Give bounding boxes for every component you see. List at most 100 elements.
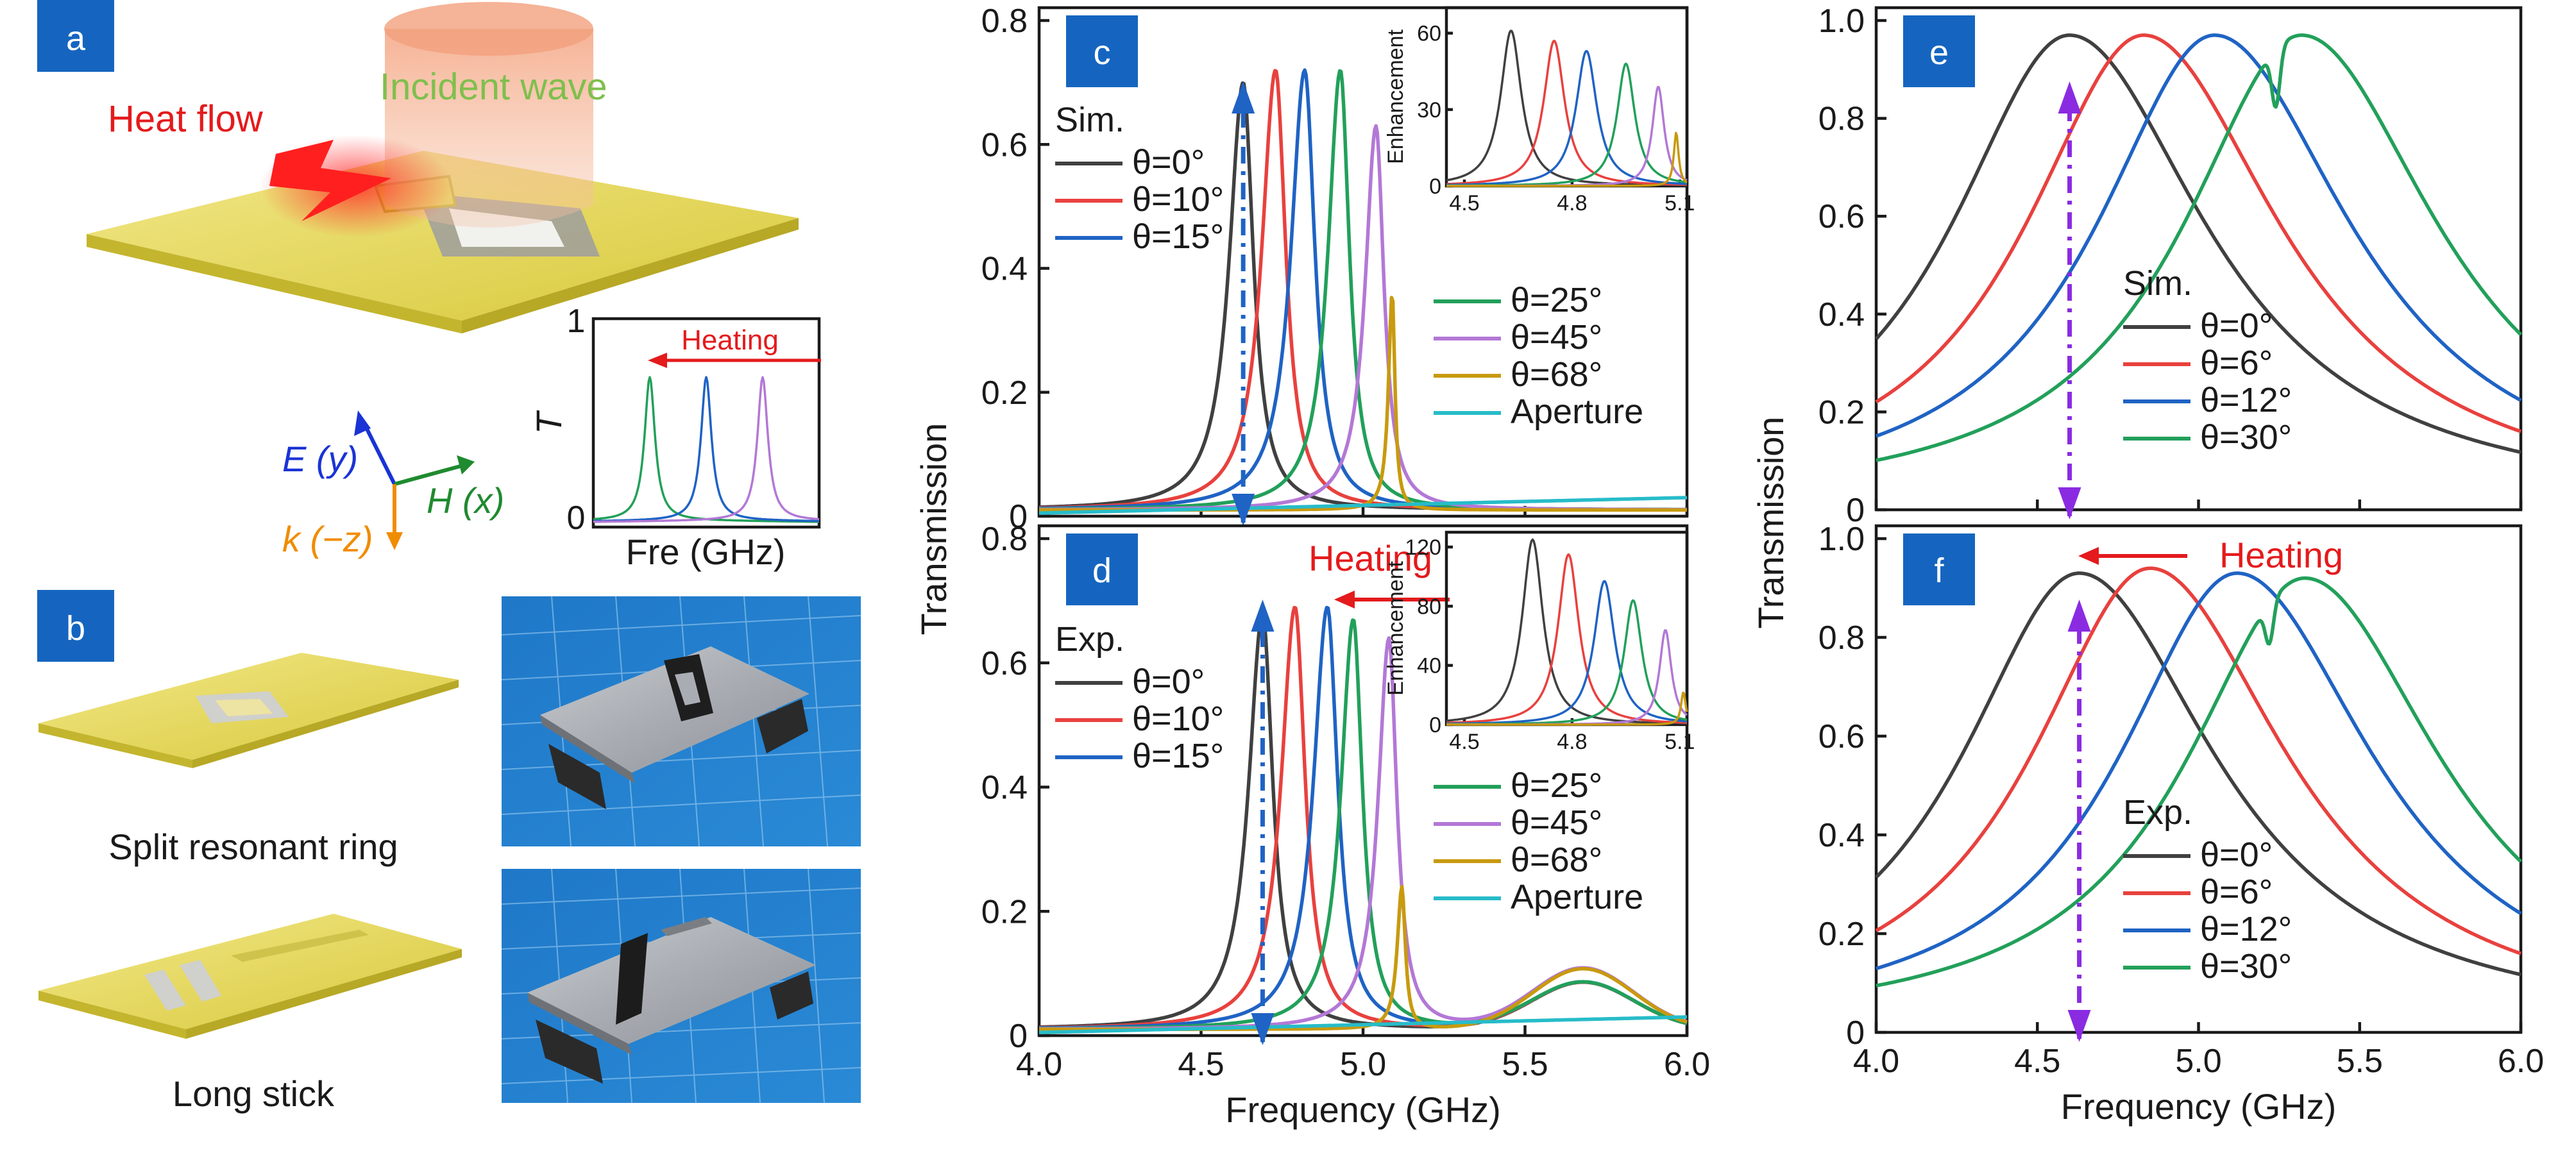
xtick-label-d: 5.0 [1340,1046,1386,1083]
panel-label-box-f [1903,533,1975,605]
ytick-label-f: 0 [1846,1014,1865,1052]
marker-arrowhead-top-e [2058,81,2081,113]
ytick-label-f: 0.2 [1818,916,1865,953]
series-line-f-1 [1875,566,2521,955]
panel-label-d: d [1092,551,1112,590]
xtick-label-d: 6.0 [1664,1046,1710,1083]
legend-label-d-0: θ=0° [1132,662,1205,701]
inset-xtick-label-c: 4.8 [1557,191,1587,215]
legend-label-c-2: θ=15° [1132,217,1224,256]
inset-xtick-label-d: 4.8 [1557,730,1587,754]
xlabel-f: Frequency (GHz) [2061,1086,2336,1127]
ytick-label-c: 0.2 [981,374,1028,412]
inset-ytick-label-c: 0 [1429,174,1441,199]
heating-arrowhead-f [2078,547,2099,565]
legend-label-c-5: θ=68° [1511,355,1602,394]
panel-label-b: b [66,609,85,648]
xtick-label-f: 4.0 [1853,1043,1899,1080]
chart-panel-d: 0 0.2 0.4 0.6 0.8 4.0 4.5 5.0 5.5 6.0 Frequency (G… [981,521,1710,1130]
inset-ytick-label-d: 80 [1417,594,1441,619]
series-line-d-6 [1038,1015,1688,1034]
panel-label-box-d [1066,533,1138,605]
inset-a-peak-blue [593,376,819,523]
legend-label-e-1: θ=6° [2200,344,2273,382]
series-line-e-2 [1875,33,2522,438]
marker-arrowhead-top-c [1232,81,1255,113]
inset-peak-c-2 [1446,49,1688,187]
ytick-label-e: 0.6 [1818,198,1865,235]
ytick-label-f: 0.6 [1818,718,1865,755]
legend-label-e-0: θ=0° [2200,307,2273,345]
ytick-label-f: 1.0 [1818,521,1865,558]
xtick-label-f: 5.0 [2175,1043,2221,1080]
marker-arrowhead-top-f [2067,600,2091,632]
series-line-f-0 [1875,571,2521,977]
panel-label-box-c [1066,15,1138,87]
panel-b: b Split resonant ring Long stick [37,590,861,1114]
inset-ytick-label-d: 40 [1417,654,1441,678]
inset-peak-c-1 [1446,40,1688,186]
inset-a-xlabel: Fre (GHz) [626,532,786,572]
legend-label-d-4: θ=45° [1511,803,1602,842]
legend-label-e-3: θ=30° [2200,418,2292,457]
legend-header-d: Exp. [1055,620,1124,659]
heating-arrowhead-d [1334,591,1355,609]
axis-k-label: k (−z) [282,519,373,559]
legend-label-d-2: θ=15° [1132,737,1224,775]
legend-label-c-3: θ=25° [1511,281,1602,319]
split-ring-plate-render [38,653,459,768]
inset-xtick-label-d: 5.1 [1665,730,1695,754]
photo-split-ring-sample [501,596,861,847]
inset-peak-c-5 [1446,131,1688,187]
inset-ytick-label-d: 120 [1405,535,1441,560]
series-line-c-6 [1038,496,1688,515]
inset-peak-d-1 [1446,553,1688,724]
panel-label-a: a [66,19,86,58]
marker-arrowhead-bottom-d [1251,1013,1275,1045]
xtick-label-d: 4.5 [1178,1046,1224,1083]
inset-ytick-label-d: 0 [1429,713,1441,737]
inset-ylabel-c: Enhancement [1384,29,1408,164]
legend-label-f-0: θ=0° [2200,836,2273,874]
inset-xtick-label-d: 4.5 [1449,730,1479,754]
legend-label-c-6: Aperture [1511,392,1643,431]
inset-a-heating-label: Heating [681,324,779,356]
inset-a-heating-arrowhead [648,353,667,368]
ytick-label-d: 0 [1009,1018,1028,1055]
ytick-label-e: 0.2 [1818,394,1865,431]
series-line-e-3 [1876,33,2522,462]
incident-wave-label: Incident wave [380,66,607,108]
legend-label-d-6: Aperture [1511,878,1643,916]
inset-ylabel-d: Enhancement [1384,561,1408,696]
inset-a-ylabel: T [529,410,569,434]
series-line-f-3 [1876,576,2522,987]
ytick-label-d: 0.8 [981,521,1028,558]
inset-xtick-label-c: 5.1 [1665,191,1695,215]
panel-label-e: e [1929,33,1949,72]
legend-label-c-4: θ=45° [1511,318,1602,357]
series-line-e-0 [1874,33,2521,454]
inset-ytick-label-c: 60 [1417,22,1441,46]
marker-arrowhead-bottom-c [1232,494,1255,526]
legend-header-c: Sim. [1055,101,1124,139]
heating-label-f: Heating [2219,535,2343,575]
heat-flow-bolt-icon [260,135,452,237]
ytick-label-c: 0.8 [981,3,1028,40]
inset-peak-c-3 [1446,62,1688,187]
heat-flow-label: Heat flow [108,98,264,140]
ytick-label-d: 0.4 [981,769,1028,807]
panel-label-box-e [1903,15,1975,87]
xlabel-d: Frequency (GHz) [1225,1089,1500,1130]
ytick-label-e: 0.8 [1818,101,1865,138]
panel-label-f: f [1934,551,1944,590]
marker-arrowhead-top-d [1251,600,1275,632]
inset-xtick-label-c: 4.5 [1449,191,1479,215]
legend-label-d-3: θ=25° [1511,766,1602,805]
ytick-label-d: 0.6 [981,645,1028,682]
photo-long-stick-sample [501,868,861,1104]
ytick-label-f: 0.8 [1818,619,1865,657]
inset-peak-d-0 [1446,538,1688,725]
inset-a-ytick-top: 1 [567,303,586,340]
legend-label-c-1: θ=10° [1132,180,1224,219]
panel-a: a Heat flow Incident wave [37,0,821,572]
